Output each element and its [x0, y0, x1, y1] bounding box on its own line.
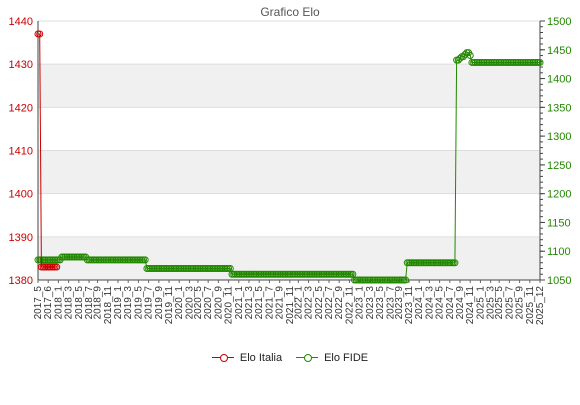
x-tick-label: 2023_5: [375, 286, 386, 320]
x-tick-label: 2022_5: [314, 286, 325, 320]
x-tick-label: 2025_7: [504, 286, 515, 320]
x-tick-label: 2022_1: [293, 286, 304, 320]
x-tick-label: 2019_1: [113, 286, 124, 320]
x-tick-label: 2025_5: [494, 286, 505, 320]
x-tick-label: 2024_3: [424, 286, 435, 320]
x-tick-label: 2021_11: [285, 286, 296, 325]
x-tick-label: 2019_11: [164, 286, 175, 325]
y-right-tick-label: 1450: [547, 45, 571, 57]
chart-legend: Elo Italia Elo FIDE: [0, 349, 580, 367]
y-left-tick-label: 1380: [9, 275, 33, 287]
y-right-tick-label: 1050: [547, 275, 571, 287]
grid-band: [38, 150, 540, 194]
x-tick-label: 2023_9: [394, 286, 405, 320]
y-right-tick-label: 1250: [547, 160, 571, 172]
x-tick-label: 2023_11: [404, 286, 415, 325]
series-fide-point: [451, 259, 459, 267]
x-tick-label: 2020_7: [203, 286, 214, 320]
legend-item-italia[interactable]: Elo Italia: [211, 352, 283, 364]
x-tick-label: 2017_5: [33, 286, 44, 320]
x-tick-label: 2018_11: [103, 286, 114, 325]
series-fide-point: [461, 50, 469, 58]
y-right-tick-label: 1500: [547, 16, 571, 28]
y-left-tick-label: 1400: [9, 189, 33, 201]
x-tick-label: 2023_7: [385, 286, 396, 320]
x-tick-label: 2025_3: [486, 286, 497, 320]
series-fide-point: [466, 52, 474, 60]
x-tick-label: 2025_11: [525, 286, 536, 325]
x-tick-label: 2021_1: [234, 286, 245, 320]
legend-label-fide: Elo FIDE: [324, 352, 369, 364]
x-tick-label: 2022_3: [304, 286, 315, 320]
x-tick-label: 2022_9: [334, 286, 345, 320]
x-tick-label: 2021_7: [264, 286, 275, 320]
series-fide-point: [141, 256, 149, 264]
series-fide-point: [536, 58, 544, 66]
y-left-tick-label: 1430: [9, 59, 33, 71]
x-tick-label: 2021_5: [254, 286, 265, 320]
x-tick-label: 2019_5: [133, 286, 144, 320]
x-tick-label: 2025_9: [515, 286, 526, 320]
series-fide-point: [456, 54, 464, 62]
series-italia-point: [53, 263, 61, 271]
x-tick-label: 2020_3: [184, 286, 195, 320]
y-right-tick-label: 1200: [547, 189, 571, 201]
x-tick-label: 2023_1: [355, 286, 366, 320]
x-tick-label: 2022_11: [344, 286, 355, 325]
x-tick-label: 2018_9: [93, 286, 104, 320]
x-tick-label: 2018_5: [74, 286, 85, 320]
x-tick-label: 2021_3: [244, 286, 255, 320]
x-tick-label: 2019_7: [144, 286, 155, 320]
x-tick-label: 2018_3: [64, 286, 75, 320]
legend-label-italia: Elo Italia: [239, 352, 283, 364]
y-left-tick-label: 1440: [9, 16, 33, 28]
y-left-tick-label: 1420: [9, 102, 33, 114]
chart-title: Grafico Elo: [260, 5, 320, 19]
x-tick-label: 2020_11: [224, 286, 235, 325]
y-right-tick-label: 1300: [547, 131, 571, 143]
x-tick-label: 2024_9: [455, 286, 466, 320]
x-tick-label: 2025_12: [535, 286, 546, 325]
x-tick-label: 2020_1: [174, 286, 185, 320]
legend-swatch-fide: [296, 353, 319, 363]
y-right-tick-label: 1350: [547, 102, 571, 114]
y-right-tick-label: 1100: [547, 246, 571, 258]
x-tick-label: 2021_9: [275, 286, 286, 320]
x-tick-label: 2025_1: [475, 286, 486, 320]
x-tick-label: 2022_7: [324, 286, 335, 320]
x-tick-label: 2017_6: [43, 286, 54, 320]
grid-band: [38, 64, 540, 108]
x-tick-label: 2024_1: [414, 286, 425, 320]
x-tick-label: 2020_5: [193, 286, 204, 320]
x-tick-label: 2020_9: [213, 286, 224, 320]
y-right-tick-label: 1150: [547, 217, 571, 229]
x-tick-label: 2024_11: [465, 286, 476, 325]
x-tick-label: 2024_5: [435, 286, 446, 320]
x-tick-label: 2019_3: [123, 286, 134, 320]
y-left-tick-label: 1410: [9, 146, 33, 158]
x-tick-label: 2018_1: [53, 286, 64, 320]
x-tick-label: 2024_7: [445, 286, 456, 320]
legend-swatch-italia: [211, 353, 234, 363]
series-fide-point: [402, 276, 410, 284]
x-tick-label: 2023_3: [365, 286, 376, 320]
y-right-tick-label: 1400: [547, 74, 571, 86]
y-left-tick-label: 1390: [9, 232, 33, 244]
series-italia-point: [36, 30, 44, 38]
x-tick-label: 2019_9: [154, 286, 165, 320]
x-tick-label: 2018_7: [84, 286, 95, 320]
legend-item-fide[interactable]: Elo FIDE: [296, 352, 368, 364]
